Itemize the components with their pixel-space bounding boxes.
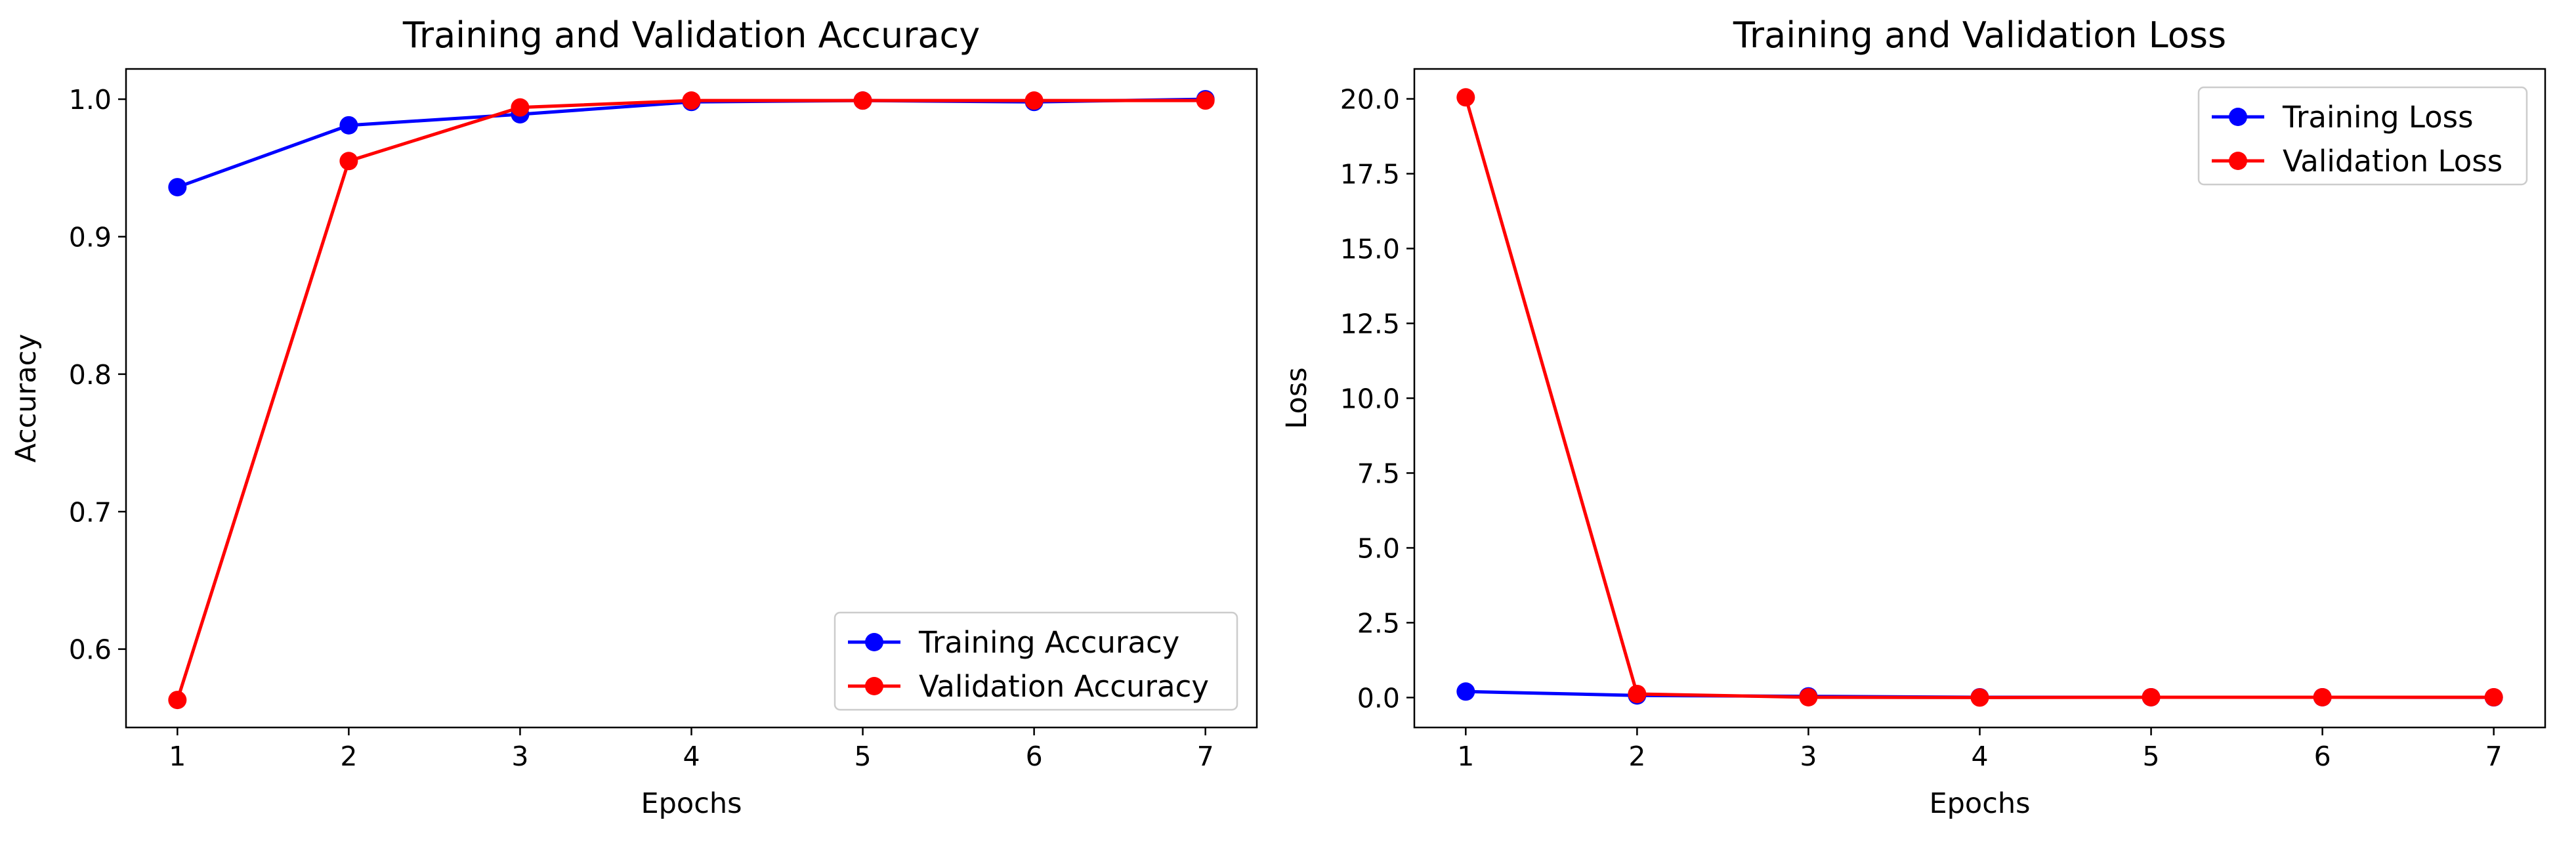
y-tick-label: 10.0 bbox=[1340, 383, 1400, 415]
legend-box bbox=[834, 611, 1238, 711]
chart-loss: Training and Validation Loss 1 2 3 4 5 6 7 0.0 2.… bbox=[1280, 14, 2546, 820]
plot-frame bbox=[125, 68, 1258, 729]
legend-label: Training Loss bbox=[2282, 100, 2474, 135]
series-line-validation bbox=[1464, 97, 2494, 699]
data-point bbox=[1456, 682, 1475, 701]
data-point bbox=[1799, 687, 1818, 706]
x-tick-label: 3 bbox=[511, 741, 528, 772]
data-point bbox=[853, 91, 872, 110]
chart-title: Training and Validation Accuracy bbox=[402, 14, 980, 56]
plot-frame bbox=[1413, 68, 2546, 729]
x-tick-label: 5 bbox=[2143, 741, 2160, 772]
data-point bbox=[168, 178, 187, 197]
x-tick-label: 3 bbox=[1800, 741, 1817, 772]
legend-marker bbox=[865, 677, 883, 695]
chart-title: Training and Validation Loss bbox=[1733, 14, 2226, 56]
data-point bbox=[1456, 88, 1475, 107]
y-tick-label: 0.0 bbox=[1357, 682, 1400, 714]
y-tick-label: 15.0 bbox=[1340, 234, 1400, 265]
x-tick-label: 4 bbox=[683, 741, 700, 772]
x-tick-label: 7 bbox=[1197, 741, 1214, 772]
x-axis-label: Epochs bbox=[1929, 787, 2030, 820]
y-tick-label: 0.6 bbox=[69, 634, 112, 666]
data-point bbox=[511, 98, 530, 117]
y-tick-label: 0.8 bbox=[69, 359, 112, 391]
data-point bbox=[682, 91, 701, 110]
chart-accuracy: Training and Validation Accuracy 1 2 3 4 5 6 7 0… bbox=[10, 14, 1258, 820]
legend-label: Validation Loss bbox=[2283, 144, 2502, 179]
data-point bbox=[1024, 91, 1044, 110]
y-tick-label: 17.5 bbox=[1340, 159, 1400, 190]
x-tick-label: 6 bbox=[2314, 741, 2331, 772]
legend-box bbox=[2197, 86, 2528, 186]
y-tick-label: 0.7 bbox=[69, 496, 112, 528]
y-tick-label: 12.5 bbox=[1340, 309, 1400, 340]
data-point bbox=[339, 152, 358, 171]
series-line-training bbox=[177, 97, 1206, 189]
x-tick-label: 2 bbox=[340, 741, 357, 772]
x-tick-label: 5 bbox=[855, 741, 872, 772]
y-tick-label: 5.0 bbox=[1357, 532, 1400, 564]
x-tick-label: 1 bbox=[169, 741, 186, 772]
data-point bbox=[1970, 688, 1989, 707]
data-point bbox=[339, 116, 358, 135]
y-axis-label: Loss bbox=[1280, 367, 1313, 429]
legend-marker bbox=[2229, 108, 2247, 126]
x-axis-label: Epochs bbox=[641, 787, 742, 820]
legend-marker bbox=[2229, 152, 2247, 170]
series-line-validation bbox=[175, 98, 1206, 701]
data-point bbox=[2142, 687, 2161, 706]
data-point bbox=[1628, 684, 1647, 703]
y-tick-label: 7.5 bbox=[1357, 458, 1400, 489]
data-point bbox=[2313, 687, 2332, 706]
data-point bbox=[1196, 91, 1215, 110]
x-tick-label: 6 bbox=[1026, 741, 1043, 772]
legend-label: Validation Accuracy bbox=[919, 669, 1209, 704]
y-tick-label: 0.9 bbox=[69, 221, 112, 253]
y-tick-label: 20.0 bbox=[1340, 84, 1400, 116]
data-point bbox=[168, 691, 187, 710]
x-tick-label: 4 bbox=[1971, 741, 1988, 772]
legend: Training Loss Validation Loss bbox=[2197, 86, 2528, 186]
y-axis-label: Accuracy bbox=[10, 334, 43, 462]
data-point bbox=[2484, 687, 2503, 706]
legend: Training Accuracy Validation Accuracy bbox=[834, 611, 1238, 711]
y-tick-label: 2.5 bbox=[1357, 607, 1400, 639]
x-tick-label: 1 bbox=[1457, 741, 1474, 772]
legend-marker bbox=[865, 633, 883, 651]
y-tick-label: 1.0 bbox=[69, 84, 112, 116]
x-tick-label: 2 bbox=[1628, 741, 1645, 772]
legend-label: Training Accuracy bbox=[918, 625, 1179, 660]
x-tick-label: 7 bbox=[2485, 741, 2502, 772]
